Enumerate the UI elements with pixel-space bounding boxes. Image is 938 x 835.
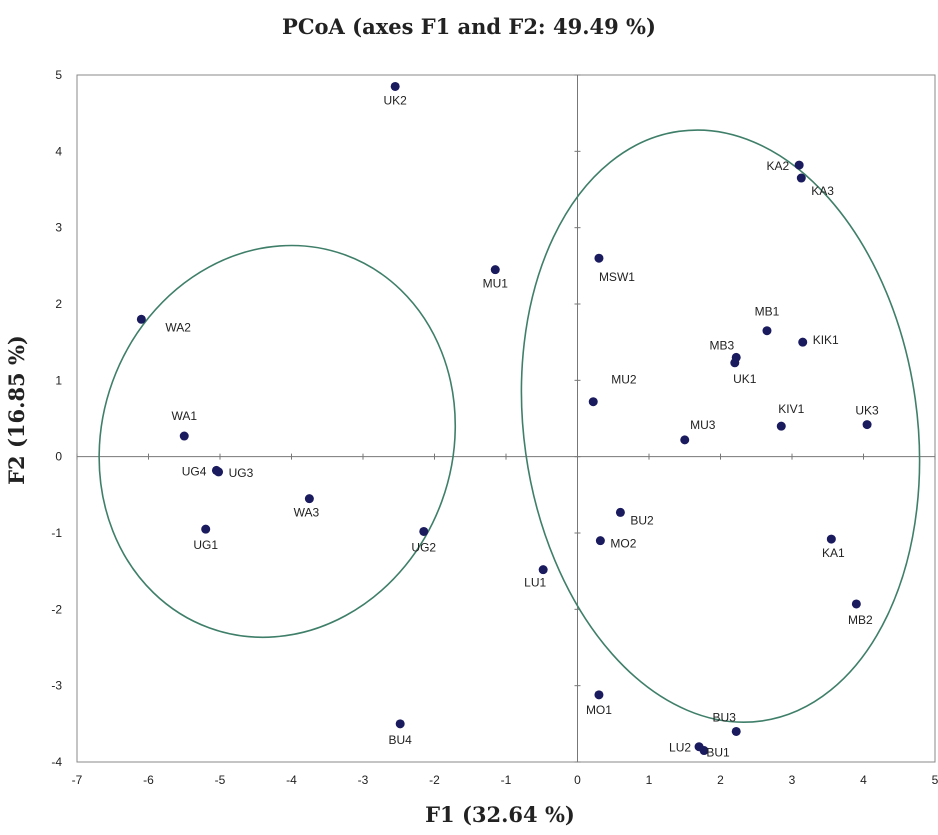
x-tick-label: 4 [860,773,867,787]
data-point-ka3 [796,173,806,183]
x-tick-label: 5 [932,773,938,787]
point-label-ug2: UG2 [411,540,436,554]
y-tick-label: 5 [55,68,62,82]
point-label-mb2: MB2 [848,613,873,627]
data-point-mo2 [595,536,605,546]
data-point-bu1 [699,746,709,756]
x-axis-title: F1 (32.64 %) [425,802,575,827]
point-label-kik1: KIK1 [813,333,839,347]
x-tick-label: -7 [72,773,83,787]
data-point-mu1 [490,265,500,275]
point-label-bu1: BU1 [706,746,730,760]
x-tick-label: -3 [358,773,369,787]
point-label-ug1: UG1 [193,538,218,552]
y-tick-label: -2 [51,602,62,616]
point-label-mu3: MU3 [690,418,716,432]
x-tick-label: -2 [429,773,440,787]
x-tick-label: -6 [143,773,154,787]
x-tick-label: -5 [215,773,226,787]
point-label-mo2: MO2 [610,537,636,551]
data-point-mb2 [851,599,861,609]
point-label-ug3: UG3 [229,466,254,480]
data-point-wa1 [179,431,189,441]
x-tick-label: 3 [789,773,796,787]
y-tick-label: -3 [51,679,62,693]
data-point-mu2 [588,397,598,407]
data-point-bu3 [731,726,741,736]
y-tick-label: 4 [55,144,62,158]
point-label-mu2: MU2 [611,373,637,387]
chart-title: PCoA (axes F1 and F2: 49.49 %) [282,14,656,39]
point-label-wa2: WA2 [165,320,191,334]
point-label-uk1: UK1 [733,372,757,386]
y-tick-label: -4 [51,755,62,769]
point-label-ka2: KA2 [766,159,789,173]
data-point-lu1 [538,565,548,575]
point-label-lu2: LU2 [669,741,691,755]
point-label-wa1: WA1 [171,409,197,423]
point-label-bu4: BU4 [389,733,413,747]
data-point-wa2 [136,314,146,324]
y-tick-label: -1 [51,526,62,540]
data-point-kik1 [798,337,808,347]
data-point-mo1 [594,690,604,700]
point-label-wa3: WA3 [294,506,320,520]
point-label-uk2: UK2 [384,93,408,107]
x-tick-label: 0 [574,773,581,787]
x-tick-label: 2 [717,773,724,787]
data-point-mb1 [762,326,772,336]
data-point-uk2 [390,81,400,91]
group-ellipse-left [98,244,457,639]
data-point-bu2 [615,507,625,517]
y-tick-label: 1 [55,373,62,387]
point-label-ka1: KA1 [822,546,845,560]
point-label-uk3: UK3 [855,404,879,418]
point-label-bu3: BU3 [713,710,737,724]
data-point-kiv1 [776,421,786,431]
data-point-msw1 [594,253,604,263]
data-point-ug3 [214,467,224,477]
data-point-ka1 [826,534,836,544]
point-label-ug4: UG4 [182,464,207,478]
y-tick-label: 0 [55,450,62,464]
data-point-wa3 [304,494,314,504]
point-label-mb1: MB1 [755,305,780,319]
plot-area-border [76,74,936,763]
point-label-bu2: BU2 [630,513,654,527]
point-label-kiv1: KIV1 [778,402,804,416]
data-point-uk1 [730,358,740,368]
point-label-mb3: MB3 [710,338,735,352]
point-label-ka3: KA3 [811,184,834,198]
data-point-ug1 [201,524,211,534]
y-tick-label: 2 [55,297,62,311]
data-point-uk3 [862,420,872,430]
x-tick-label: -1 [501,773,512,787]
x-tick-label: -4 [286,773,297,787]
y-axis-title: F2 (16.85 %) [4,335,29,485]
data-point-mu3 [680,435,690,445]
point-label-msw1: MSW1 [599,270,635,284]
data-point-ka2 [794,160,804,170]
group-ellipse-right [520,129,921,724]
data-point-bu4 [395,719,405,729]
y-tick-label: 3 [55,221,62,235]
point-label-mu1: MU1 [483,277,509,291]
point-label-lu1: LU1 [524,576,546,590]
point-label-mo1: MO1 [586,703,612,717]
x-tick-label: 1 [646,773,653,787]
data-point-ug2 [419,526,429,536]
